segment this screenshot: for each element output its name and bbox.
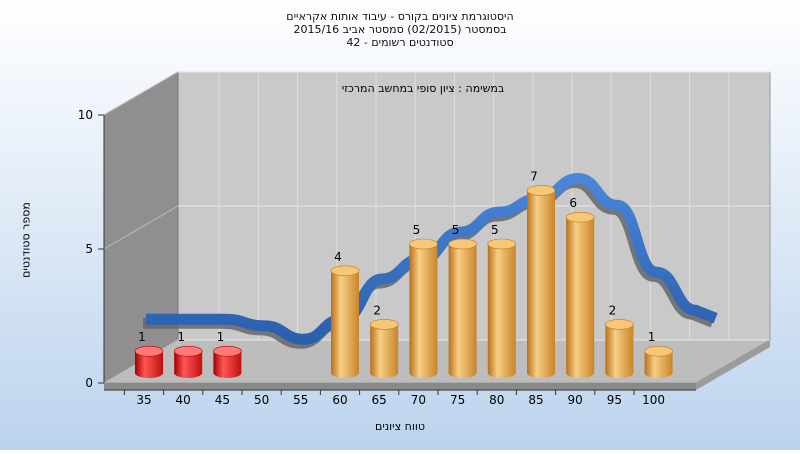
- bar-top: [448, 238, 477, 250]
- x-tick-label: 85: [528, 393, 543, 407]
- x-tick-label: 80: [489, 393, 504, 407]
- bar-top: [644, 345, 673, 357]
- floor-front-edge: [104, 383, 696, 390]
- bar-value-label: 5: [491, 223, 499, 237]
- y-tick-label: 0: [85, 376, 93, 390]
- chart-title: היסטוגרמת ציונים בקורס - עיבוד אותות אקר…: [0, 10, 800, 49]
- histogram-bar: 7: [526, 169, 556, 378]
- bar-value-label: 1: [648, 330, 656, 344]
- histogram-bar: 1: [213, 330, 242, 378]
- x-tick-label: 75: [450, 393, 465, 407]
- x-tick-label: 35: [136, 393, 151, 407]
- bar-value-label: 1: [138, 330, 146, 344]
- x-tick-label: 90: [568, 393, 583, 407]
- bar-value-label: 7: [530, 169, 538, 183]
- x-tick-label: 95: [607, 393, 622, 407]
- histogram-bar: 5: [487, 223, 517, 378]
- bar-top: [409, 238, 438, 250]
- y-axis-ticks: 0 5 10: [78, 108, 104, 390]
- histogram-bar: 6: [565, 196, 595, 378]
- bar-value-label: 5: [452, 223, 460, 237]
- grid-side-line: [103, 71, 179, 116]
- bar-value-label: 2: [609, 303, 617, 317]
- y-axis-label: מספר סטודנטים: [19, 202, 33, 278]
- distribution-curve: [146, 172, 718, 345]
- histogram-bar: 2: [605, 303, 634, 378]
- x-tick-label: 65: [372, 393, 387, 407]
- bar-body: [331, 270, 359, 378]
- bar-body: [566, 217, 595, 378]
- x-tick-label: 60: [332, 393, 347, 407]
- bar-value-label: 1: [217, 330, 225, 344]
- bar-body: [174, 351, 203, 378]
- y-tick-label: 5: [85, 242, 93, 256]
- bar-top: [605, 319, 634, 330]
- bar-top: [173, 345, 203, 357]
- histogram-bar: 4: [330, 250, 360, 378]
- bar-top: [526, 185, 556, 196]
- bar-body: [605, 324, 634, 378]
- x-tick-label: 55: [293, 393, 308, 407]
- x-tick-label: 100: [642, 393, 665, 407]
- histogram-bar: 5: [409, 223, 438, 378]
- bar-top: [330, 265, 360, 277]
- bar-body: [135, 351, 163, 378]
- x-tick-label: 70: [411, 393, 426, 407]
- title-line-2: בסמסטר (02/2015) סמסטר אביב 2015/16: [293, 23, 507, 36]
- y-tick-label: 10: [78, 108, 93, 122]
- y-axis-label-wrap: מספר סטודנטים: [18, 165, 34, 315]
- histogram-bar: 1: [134, 330, 164, 378]
- floor-side-edge: [696, 340, 770, 390]
- histogram-bar: 1: [644, 330, 673, 378]
- x-tick-label: 50: [254, 393, 269, 407]
- histogram-bar: 2: [369, 303, 399, 378]
- bar-top: [134, 345, 164, 357]
- bar-body: [644, 351, 673, 378]
- bar-body: [213, 351, 242, 378]
- bar-value-label: 1: [177, 330, 185, 344]
- bar-top: [213, 345, 242, 357]
- bar-top: [369, 319, 399, 330]
- title-line-1: היסטוגרמת ציונים בקורס - עיבוד אותות אקר…: [286, 10, 514, 23]
- bar-value-label: 4: [334, 250, 342, 264]
- bar-body: [409, 244, 438, 378]
- title-line-3: סטודנטים רשומים - 42: [346, 36, 454, 49]
- histogram-bar: 5: [448, 223, 477, 378]
- x-axis-label: טווח ציונים: [375, 420, 425, 433]
- bar-value-label: 5: [413, 223, 421, 237]
- chart-annotation: במשימה : ציון סופי במחשב המרכזי: [342, 82, 505, 95]
- bar-top: [487, 238, 517, 250]
- bars-group: 1 1 1 4 2 5 5 5 7 6 2 1: [134, 169, 673, 378]
- bar-value-label: 6: [569, 196, 577, 210]
- x-tick-label: 45: [215, 393, 230, 407]
- bar-body: [370, 324, 399, 378]
- x-tick-label: 40: [176, 393, 191, 407]
- bar-body: [487, 244, 516, 378]
- bar-body: [448, 244, 477, 378]
- grid-side-line: [103, 205, 179, 250]
- bar-top: [565, 211, 595, 223]
- histogram-bar: 1: [173, 330, 203, 378]
- bar-body: [527, 190, 555, 378]
- x-axis-ticks: 35 40 45 50 55 60 65 70 75 80 85 90 95 100: [123, 390, 665, 407]
- bar-value-label: 2: [373, 303, 381, 317]
